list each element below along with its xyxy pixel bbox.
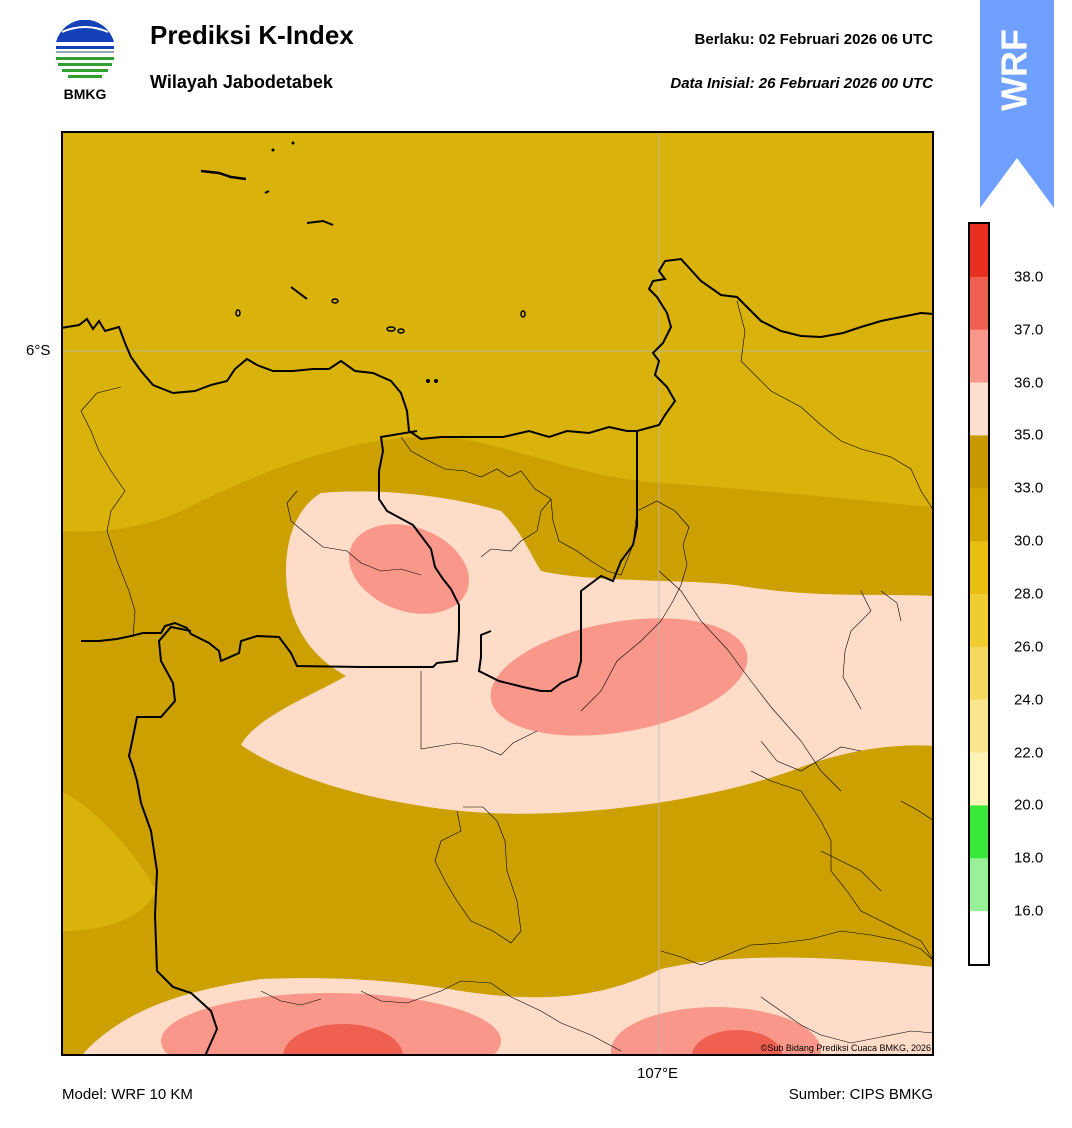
colorbar-band	[970, 382, 988, 436]
colorbar-tick-label: 35.0	[1014, 426, 1044, 444]
colorbar-tick-label: 28.0	[1014, 585, 1044, 603]
island	[386, 326, 396, 332]
colorbar-tick-label: 22.0	[1014, 744, 1044, 762]
map-frame	[61, 131, 934, 1056]
contour-37-38-south-east	[692, 1030, 782, 1056]
map-subtitle: Wilayah Jabodetabek	[150, 72, 333, 92]
island	[306, 219, 334, 226]
province-boundary	[81, 430, 460, 668]
contour-37-38-south-west	[283, 1024, 403, 1056]
colorbar-band	[970, 329, 988, 384]
colorbar-band	[970, 594, 988, 648]
colorbar-tick-label: 33.0	[1014, 479, 1044, 497]
colorbar-tick-label: 24.0	[1014, 691, 1044, 709]
island	[331, 298, 339, 304]
island	[271, 148, 275, 152]
island	[397, 328, 405, 334]
colorbar-tick-label: 20.0	[1014, 796, 1044, 814]
colorbar-band	[970, 224, 988, 278]
province-boundary	[127, 625, 219, 1056]
colorbar-band	[970, 541, 988, 595]
wrf-ribbon: WRF	[980, 0, 1054, 210]
source-text: Sumber: CIPS BMKG	[788, 1086, 933, 1103]
colorbar-band	[970, 752, 988, 806]
colorbar-band	[970, 858, 988, 912]
contour-36-37-central	[490, 618, 748, 736]
colorbar-tick-label: 37.0	[1014, 321, 1044, 339]
colorbar-tick-label: 26.0	[1014, 638, 1044, 656]
island	[235, 309, 241, 317]
island	[520, 310, 526, 318]
colorbar-tick-label: 36.0	[1014, 374, 1044, 392]
bmkg-logo: BMKG	[52, 19, 118, 104]
colorbar-band	[970, 276, 988, 331]
copyright-text: ©Sub Bidang Prediksi Cuaca BMKG, 2026	[761, 1043, 931, 1053]
island	[426, 379, 430, 383]
colorbar-tick-label: 38.0	[1014, 268, 1044, 286]
contour-36-37-south-west	[161, 993, 501, 1056]
colorbar-band	[970, 488, 988, 542]
initial-time: Data Inisial: 26 Februari 2026 00 UTC	[670, 75, 933, 92]
ribbon-text: WRF	[994, 29, 1035, 111]
colorbar-band	[970, 435, 988, 489]
k-index-map: ©Sub Bidang Prediksi Cuaca BMKG, 2026	[61, 131, 934, 1056]
province-boundary	[477, 431, 638, 692]
latitude-label: 6°S	[26, 342, 51, 359]
island	[290, 286, 308, 300]
map-title: Prediksi K-Index	[150, 20, 354, 50]
colorbar-band	[970, 805, 988, 859]
coastline	[61, 257, 934, 441]
logo-text: BMKG	[64, 86, 107, 102]
island	[264, 190, 270, 194]
contour-28-30-west	[61, 791, 156, 931]
colorbar-band	[970, 699, 988, 754]
colorbar-band	[970, 646, 988, 701]
island	[434, 379, 438, 383]
colorbar-tick-label: 30.0	[1014, 532, 1044, 550]
colorbar-tick-label: 16.0	[1014, 902, 1044, 920]
longitude-label: 107°E	[637, 1065, 679, 1082]
valid-time: Berlaku: 02 Februari 2026 06 UTC	[694, 31, 933, 48]
colorbar-tick-label: 18.0	[1014, 849, 1044, 867]
colorbar-band	[970, 911, 988, 965]
regency-boundaries	[80, 300, 934, 1052]
contour-28-30-north	[61, 131, 934, 532]
colorbar	[968, 222, 990, 966]
island	[291, 141, 295, 145]
model-text: Model: WRF 10 KM	[62, 1086, 193, 1103]
island	[200, 169, 247, 181]
contour-36-37-nw	[348, 524, 470, 614]
